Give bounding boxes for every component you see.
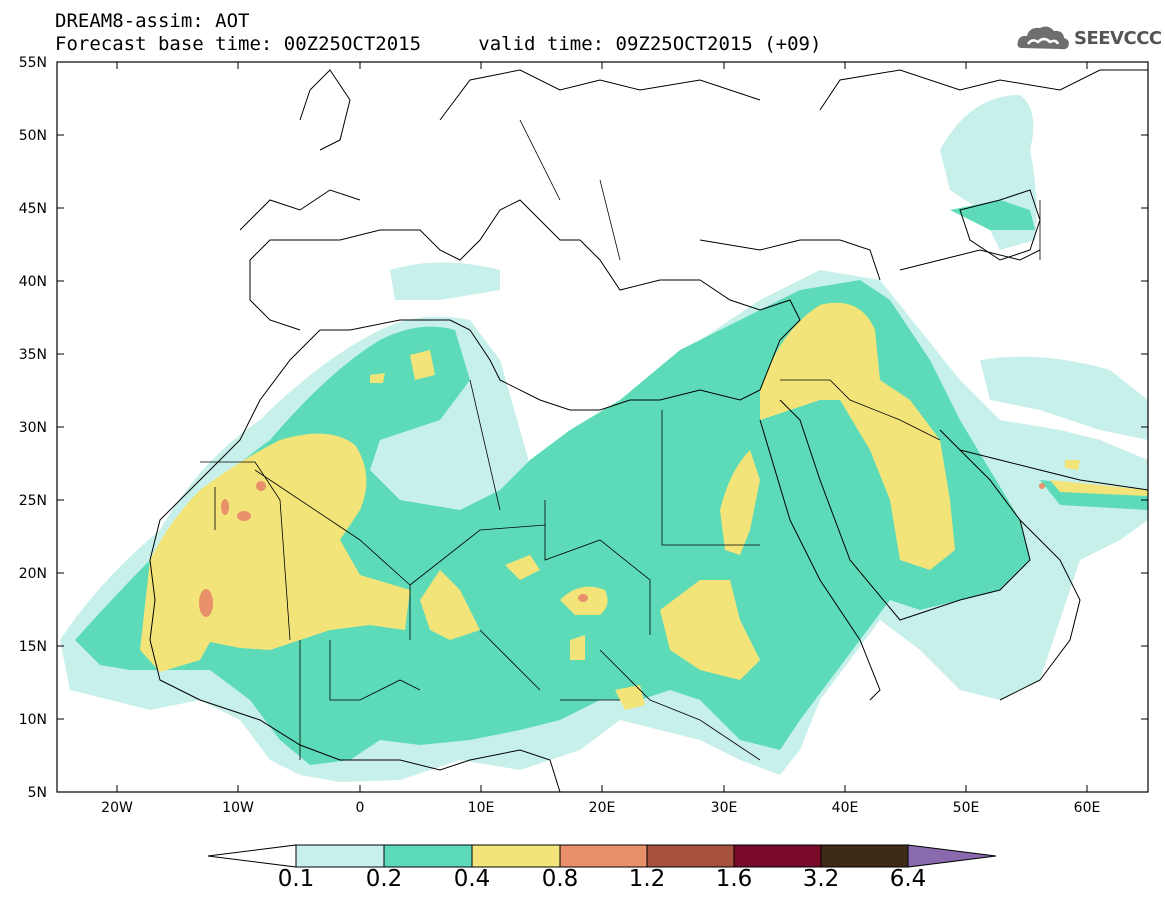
map-title: DREAM8-assim: AOT <box>55 10 250 32</box>
lat-label: 45N <box>19 201 47 217</box>
colorbar-label: 3.2 <box>802 866 840 892</box>
lon-label: 30E <box>711 800 738 816</box>
aot-field <box>60 95 1148 782</box>
lat-label: 50N <box>19 128 47 144</box>
lat-label: 25N <box>19 493 47 509</box>
lon-label: 10W <box>222 800 254 816</box>
lon-label: 40E <box>832 800 859 816</box>
colorbar-label: 0.1 <box>277 866 315 892</box>
colorbar-label: 0.4 <box>453 866 491 892</box>
lat-label: 15N <box>19 639 47 655</box>
lat-label: 35N <box>19 347 47 363</box>
forecast-times: Forecast base time: 00Z25OCT2015 valid t… <box>55 33 821 55</box>
valid-time: valid time: 09Z25OCT2015 (+09) <box>478 33 822 55</box>
colorbar-swatch <box>559 844 648 868</box>
colorbar-label: 6.4 <box>889 866 927 892</box>
coastlines <box>149 69 1148 792</box>
lat-label: 20N <box>19 566 47 582</box>
colorbar-label: 0.2 <box>365 866 403 892</box>
colorbar-swatch <box>733 844 822 868</box>
lon-label: 20E <box>589 800 616 816</box>
country-borders <box>200 119 1041 761</box>
colorbar-under-arrow <box>207 844 297 868</box>
lat-label: 40N <box>19 274 47 290</box>
colorbar-swatch <box>820 844 909 868</box>
aot-contour-0.8 <box>199 481 1045 617</box>
latitude-labels: 55N 50N 45N 40N 35N 30N 25N 20N 15N 10N … <box>19 55 47 801</box>
forecast-base-time: Forecast base time: 00Z25OCT2015 <box>55 33 422 55</box>
lon-label: 20W <box>101 800 133 816</box>
lon-label: 10E <box>468 800 495 816</box>
lon-label: 50E <box>953 800 980 816</box>
colorbar-swatch <box>383 844 473 868</box>
colorbar <box>207 844 997 868</box>
lat-label: 30N <box>19 420 47 436</box>
lon-label: 0 <box>356 800 365 816</box>
colorbar-swatch <box>471 844 561 868</box>
cloud-icon <box>1017 26 1069 50</box>
axis-ticks <box>57 61 1148 792</box>
lon-label: 60E <box>1074 800 1101 816</box>
colorbar-over-arrow <box>907 844 997 868</box>
lat-label: 55N <box>19 55 47 71</box>
longitude-labels: 20W 10W 0 10E 20E 30E 40E 50E 60E <box>101 800 1100 816</box>
seevccc-logo: SEEVCCC <box>1016 22 1162 56</box>
lat-label: 10N <box>19 712 47 728</box>
colorbar-label: 1.2 <box>628 866 666 892</box>
colorbar-label: 0.8 <box>541 866 579 892</box>
lat-label: 5N <box>28 785 47 801</box>
colorbar-swatch <box>295 844 385 868</box>
logo-text: SEEVCCC <box>1074 28 1162 49</box>
colorbar-swatch <box>646 844 735 868</box>
colorbar-label: 1.6 <box>715 866 753 892</box>
